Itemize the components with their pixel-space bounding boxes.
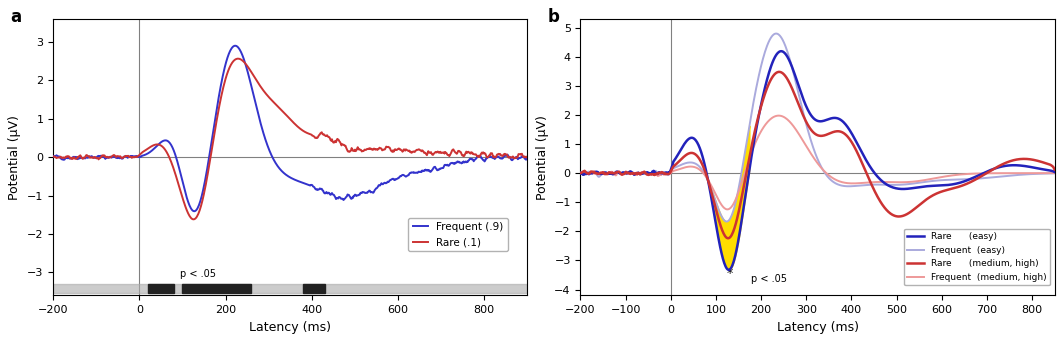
Text: a: a	[11, 8, 21, 26]
Bar	[183, 284, 252, 293]
Bar	[303, 284, 324, 293]
Legend: Frequent (.9), Rare (.1): Frequent (.9), Rare (.1)	[408, 218, 508, 251]
X-axis label: Latency (ms): Latency (ms)	[249, 321, 332, 334]
Text: b: b	[547, 8, 559, 26]
X-axis label: Latency (ms): Latency (ms)	[777, 321, 859, 334]
Text: *: *	[726, 267, 732, 280]
Legend: Rare      (easy), Frequent  (easy), Rare      (medium, high), Frequent  (medium,: Rare (easy), Frequent (easy), Rare (medi…	[904, 228, 1050, 285]
Text: p < .05: p < .05	[181, 269, 216, 279]
Bar	[148, 284, 174, 293]
Bar	[53, 284, 527, 293]
Text: p < .05: p < .05	[752, 274, 788, 284]
Y-axis label: Potential (μV): Potential (μV)	[536, 115, 549, 200]
Y-axis label: Potential (μV): Potential (μV)	[9, 115, 21, 200]
